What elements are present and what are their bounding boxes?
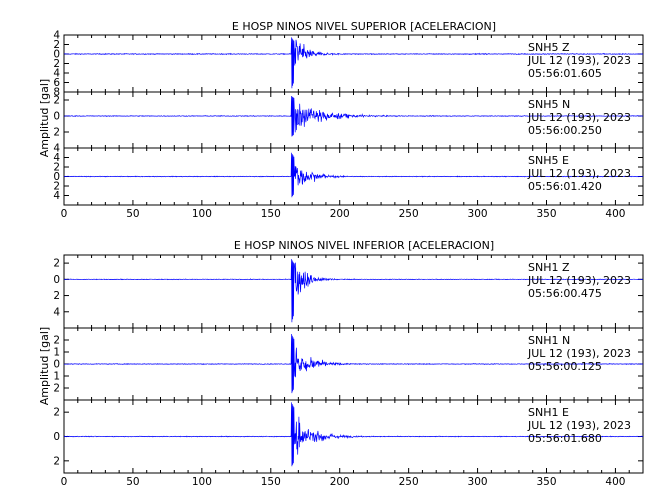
panel-inferior-title: E HOSP NINOS NIVEL INFERIOR [ACELERACION… — [234, 239, 494, 252]
panel-superior-title: E HOSP NINOS NIVEL SUPERIOR [ACELERACION… — [232, 20, 496, 33]
y-tick-label: 2 — [53, 335, 60, 347]
y-tick-label: 6 — [53, 77, 60, 89]
y-tick-label: 2 — [53, 127, 60, 139]
y-tick-label: 0 — [53, 111, 60, 123]
panel-superior-trace-1-label: SNH5 Z JUL 12 (193), 2023 05:56:01.605 — [527, 41, 634, 80]
panel-superior-trace-1-line — [63, 37, 644, 89]
panel-superior-x-tick-labels: 0 50 100 150 200 250 300 350 400 — [61, 208, 626, 220]
panel-inferior-ylabel: Amplitud [gal] — [38, 327, 51, 405]
panel-inferior-trace-3-line — [63, 402, 644, 467]
y-tick-label: 0 — [53, 431, 60, 443]
x-tick-label: 100 — [192, 476, 212, 488]
panel-inferior-trace-2-label: SNH1 N JUL 12 (193), 2023 05:56:00.125 — [527, 334, 634, 373]
x-tick-label: 350 — [536, 208, 556, 220]
x-tick-label: 400 — [605, 476, 625, 488]
x-tick-label: 350 — [536, 476, 556, 488]
y-tick-label: 0 — [53, 274, 60, 286]
x-tick-label: 50 — [126, 208, 139, 220]
x-tick-label: 200 — [330, 208, 350, 220]
x-tick-label: 250 — [399, 476, 419, 488]
panel-superior-trace-2-label: SNH5 N JUL 12 (193), 2023 05:56:00.250 — [527, 98, 634, 137]
y-tick-label: 4 — [53, 143, 60, 155]
y-tick-label: 4 — [53, 306, 60, 318]
y-tick-label: 4 — [53, 68, 60, 80]
y-tick-label: 1 — [53, 371, 60, 383]
y-tick-label: 2 — [53, 290, 60, 302]
y-tick-label: 1 — [53, 347, 60, 359]
x-tick-label: 250 — [399, 208, 419, 220]
panel-superior-trace-3-label: SNH5 E JUL 12 (193), 2023 05:56:01.420 — [527, 154, 634, 193]
panel-superior-trace-2-line — [63, 95, 644, 137]
panel-inferior-trace-1-line — [64, 259, 644, 323]
panel-inferior-x-tick-labels: 0 50 100 150 200 250 300 350 400 — [61, 476, 626, 488]
y-tick-label: 2 — [53, 162, 60, 174]
x-tick-label: 400 — [605, 208, 625, 220]
y-tick-label: 2 — [53, 58, 60, 70]
y-tick-label: 2 — [53, 181, 60, 193]
x-tick-label: 100 — [192, 208, 212, 220]
x-tick-label: 50 — [126, 476, 139, 488]
x-tick-label: 0 — [61, 208, 68, 220]
x-tick-label: 200 — [330, 476, 350, 488]
y-tick-label: 0 — [53, 171, 60, 183]
panel-superior-trace-3-line — [63, 152, 643, 198]
y-tick-label: 4 — [53, 190, 60, 202]
y-tick-label: 2 — [53, 455, 60, 467]
panel-superior: E HOSP NINOS NIVEL SUPERIOR [ACELERACION… — [38, 20, 644, 220]
panel-inferior-trace-1-label: SNH1 Z JUL 12 (193), 2023 05:56:00.475 — [527, 261, 634, 300]
y-tick-label: 0 — [53, 359, 60, 371]
x-tick-label: 300 — [468, 208, 488, 220]
y-tick-label: 2 — [53, 407, 60, 419]
y-tick-label: 2 — [53, 39, 60, 51]
x-tick-label: 150 — [261, 208, 281, 220]
panel-superior-ylabel: Amplitud [gal] — [38, 79, 51, 157]
x-tick-label: 150 — [261, 476, 281, 488]
y-tick-label: 4 — [53, 152, 60, 164]
y-tick-label: 2 — [53, 258, 60, 270]
panel-inferior-trace-1: 2 0 2 4 SNH1 Z JUL 12 (193), 2023 05:56:00.… — [53, 254, 644, 329]
y-tick-label: 4 — [53, 30, 60, 42]
panel-inferior: E HOSP NINOS NIVEL INFERIOR [ACELERACION… — [38, 239, 644, 488]
panel-inferior-trace-3: 2 0 2 SNH1 E JUL 12 (193), 2023 05:56:01.6… — [53, 399, 644, 474]
panel-superior-trace-2: 2 0 2 4 SNH5 N JUL 12 (193), 2023 05:56:00.… — [53, 91, 644, 155]
panel-inferior-trace-2-line — [63, 333, 644, 394]
y-tick-label: 8 — [53, 87, 60, 99]
panel-inferior-trace-3-label: SNH1 E JUL 12 (193), 2023 05:56:01.680 — [527, 406, 634, 445]
x-tick-label: 300 — [468, 476, 488, 488]
y-tick-label: 2 — [53, 95, 60, 107]
y-tick-label: 0 — [53, 49, 60, 61]
x-tick-label: 0 — [61, 476, 68, 488]
y-tick-label: 2 — [53, 383, 60, 395]
